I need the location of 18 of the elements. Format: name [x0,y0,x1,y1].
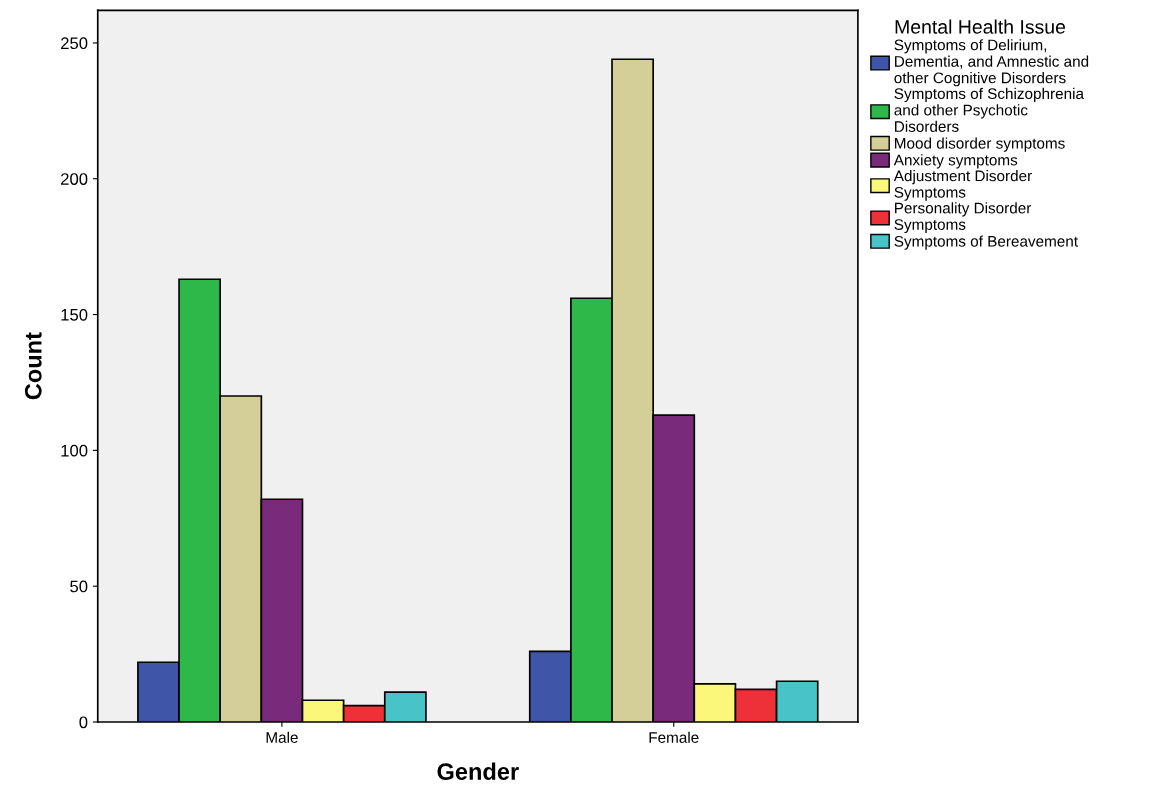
y-tick-label: 250 [61,37,88,50]
legend-label: Anxiety symptoms [893,154,1018,169]
y-tick-label: 100 [61,444,88,457]
legend-label: Symptoms of Delirium, Dementia, and Amnestic and other Cognitive Disorders [894,39,1089,87]
y-tick-label: 200 [61,173,88,185]
legend-label: Adjustment Disorder Symptoms [893,170,1032,201]
y-tick-label: 150 [61,308,88,321]
x-tick-label: Female [649,731,699,743]
legend-title: Mental Health Issue [895,19,1066,34]
x-tick-label: Male [266,731,298,743]
y-tick-label: 0 [79,716,88,729]
legend-label: Symptoms of Bereavement [894,235,1078,250]
x-axis-title: Gender [437,762,519,780]
legend-label: Symptoms of Schizophrenia and other Psychotic Disorders [894,87,1084,132]
y-tick-label: 50 [70,580,88,593]
y-axis-title: Count [24,332,42,400]
legend-label: Personality Disorder Symptoms [894,202,1032,233]
legend-label: Mood disorder symptoms [895,137,1065,152]
